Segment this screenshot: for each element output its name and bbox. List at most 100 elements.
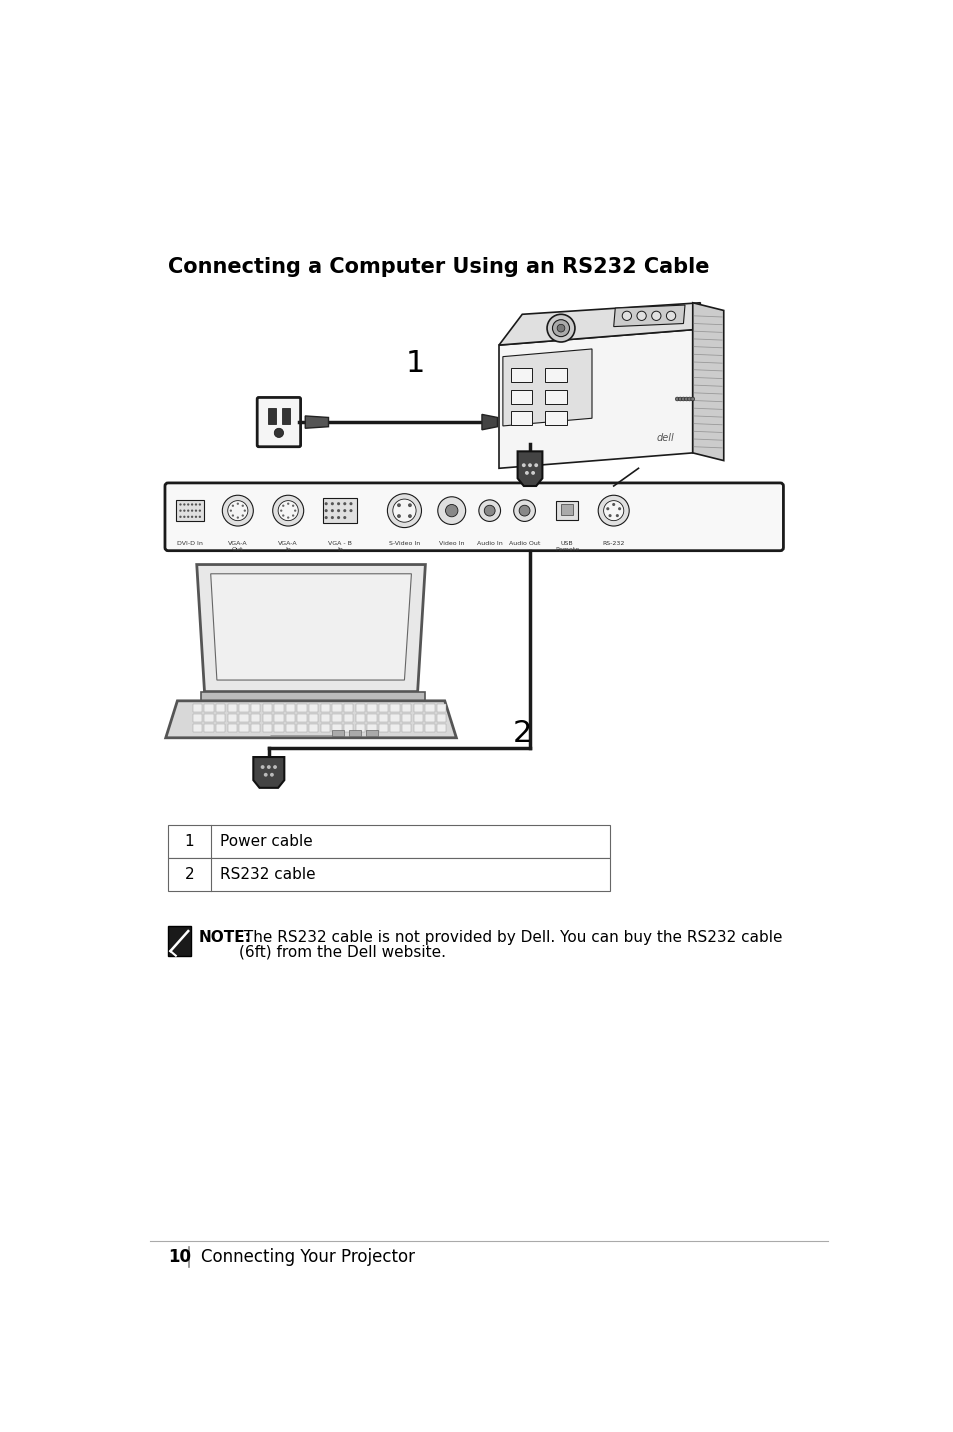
Circle shape [349, 510, 353, 513]
Circle shape [273, 495, 303, 526]
Circle shape [608, 514, 611, 517]
Bar [414, 705, 422, 712]
Text: Video In: Video In [438, 541, 464, 547]
Bar [193, 705, 202, 712]
Polygon shape [498, 302, 700, 345]
Text: DVI-D In: DVI-D In [176, 541, 202, 547]
Circle shape [612, 503, 615, 505]
Circle shape [232, 514, 233, 517]
Circle shape [615, 514, 618, 517]
Bar [320, 725, 330, 732]
Circle shape [230, 510, 232, 511]
Circle shape [241, 514, 244, 517]
Circle shape [521, 464, 525, 467]
Bar [168, 858, 609, 891]
Bar [175, 500, 204, 521]
Bar [309, 725, 318, 732]
Text: VGA - B
In: VGA - B In [328, 541, 352, 553]
Bar [390, 715, 399, 722]
Bar [425, 705, 435, 712]
Polygon shape [502, 349, 592, 425]
Bar [344, 725, 353, 732]
Circle shape [396, 503, 400, 507]
Bar [344, 715, 353, 722]
Text: (6ft) from the Dell website.: (6ft) from the Dell website. [239, 945, 446, 959]
Circle shape [287, 517, 289, 518]
Circle shape [331, 503, 334, 505]
Circle shape [331, 516, 334, 520]
Bar [510, 368, 532, 382]
Circle shape [183, 516, 185, 518]
Circle shape [292, 514, 294, 517]
Circle shape [336, 516, 340, 520]
Bar [262, 725, 272, 732]
Circle shape [675, 397, 679, 401]
FancyBboxPatch shape [165, 483, 782, 551]
Bar [323, 498, 356, 523]
Circle shape [187, 503, 190, 505]
Bar [216, 715, 225, 722]
Circle shape [637, 311, 645, 321]
Bar [320, 715, 330, 722]
Circle shape [343, 510, 346, 513]
Bar [297, 715, 307, 722]
Bar [436, 715, 446, 722]
Circle shape [198, 516, 201, 518]
Bar [366, 730, 377, 736]
Circle shape [666, 311, 675, 321]
Bar [402, 725, 411, 732]
Text: 1: 1 [406, 349, 425, 378]
Bar [286, 725, 294, 732]
Bar [332, 705, 341, 712]
Bar [204, 725, 213, 732]
Bar [355, 715, 365, 722]
Circle shape [243, 510, 246, 511]
Circle shape [179, 510, 181, 511]
Circle shape [531, 471, 535, 475]
Text: RS232 cable: RS232 cable [220, 866, 315, 882]
Circle shape [241, 504, 244, 507]
Text: Audio In: Audio In [476, 541, 502, 547]
Circle shape [690, 397, 694, 401]
Bar [402, 715, 411, 722]
Circle shape [179, 503, 181, 505]
Bar [355, 725, 365, 732]
Circle shape [393, 500, 416, 523]
Text: VGA-A
In: VGA-A In [278, 541, 297, 553]
Polygon shape [692, 302, 723, 461]
Text: RS-232: RS-232 [602, 541, 624, 547]
Bar [378, 725, 388, 732]
Circle shape [603, 501, 623, 521]
Circle shape [518, 505, 530, 516]
Circle shape [324, 503, 328, 505]
Bar [556, 501, 578, 520]
Bar [332, 715, 341, 722]
Circle shape [478, 500, 500, 521]
Text: NOTE:: NOTE: [199, 929, 252, 945]
Bar [545, 368, 567, 382]
Bar [228, 725, 236, 732]
Circle shape [198, 503, 201, 505]
Circle shape [236, 517, 239, 518]
Bar [367, 715, 376, 722]
Bar [309, 705, 318, 712]
Bar [414, 725, 422, 732]
Bar [216, 725, 225, 732]
Circle shape [618, 507, 620, 510]
Bar [251, 725, 260, 732]
Circle shape [222, 495, 253, 526]
Bar [274, 715, 283, 722]
Polygon shape [305, 415, 328, 428]
Bar [344, 705, 353, 712]
Bar [560, 504, 573, 516]
Circle shape [387, 494, 421, 527]
Text: The RS232 cable is not provided by Dell. You can buy the RS232 cable: The RS232 cable is not provided by Dell.… [239, 929, 782, 945]
Bar [332, 730, 344, 736]
Bar [286, 715, 294, 722]
Circle shape [534, 464, 537, 467]
Circle shape [343, 516, 346, 520]
Circle shape [598, 495, 629, 526]
Bar [436, 725, 446, 732]
Circle shape [191, 516, 193, 518]
Text: USB
Remote: USB Remote [555, 541, 578, 553]
